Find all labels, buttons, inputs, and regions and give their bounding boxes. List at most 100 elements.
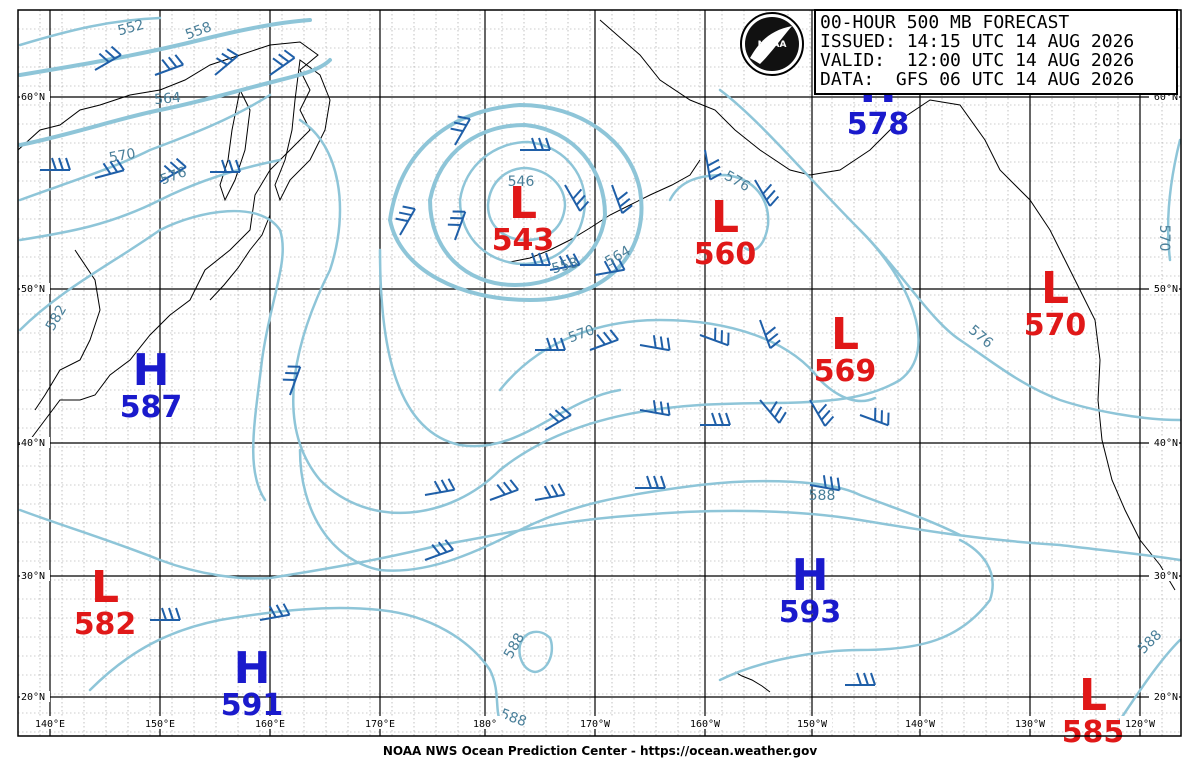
wind-barbs bbox=[40, 45, 890, 686]
wind-barb bbox=[40, 157, 71, 171]
wind-barb bbox=[809, 475, 841, 492]
contour-558 bbox=[18, 18, 312, 77]
map-frame bbox=[17, 9, 1182, 737]
center-letter: L bbox=[831, 309, 859, 360]
lat-label: 60°N bbox=[1154, 92, 1178, 103]
noaa-logo: NOAA bbox=[740, 12, 804, 76]
wind-barb bbox=[535, 337, 566, 351]
lat-label: 20°N bbox=[21, 692, 45, 703]
contour-576-west bbox=[18, 158, 282, 242]
wind-barb bbox=[534, 483, 566, 501]
center-letter: H bbox=[792, 550, 829, 601]
wind-barb bbox=[704, 149, 722, 181]
lat-label: 50°N bbox=[1154, 284, 1178, 295]
center-value: 560 bbox=[694, 237, 757, 272]
lat-label: 30°N bbox=[1154, 571, 1178, 582]
wind-barb bbox=[520, 137, 551, 151]
center-letter: H bbox=[133, 345, 170, 396]
center-letter: L bbox=[1079, 670, 1107, 721]
contour-558-ring bbox=[428, 122, 608, 288]
wind-barb bbox=[594, 258, 626, 276]
wind-barb bbox=[94, 159, 125, 179]
lat-label: 40°N bbox=[21, 438, 45, 449]
japan-islands bbox=[34, 249, 101, 411]
contour-588-mid bbox=[18, 508, 1182, 580]
lon-label: 160°E bbox=[255, 719, 285, 730]
lon-label: 150°W bbox=[797, 719, 828, 730]
contour-564-loop-east bbox=[668, 173, 770, 252]
lat-label: 50°N bbox=[21, 284, 45, 295]
center-letter: L bbox=[509, 178, 537, 229]
center-value: 585 bbox=[1062, 715, 1125, 750]
contour-label: 552 bbox=[116, 17, 146, 39]
lat-label: 60°N bbox=[21, 92, 45, 103]
wind-barb bbox=[859, 407, 890, 427]
wind-barb bbox=[159, 157, 187, 183]
contour-552 bbox=[18, 16, 162, 47]
contour-label: 570 bbox=[1156, 225, 1172, 252]
sakhalin-island bbox=[219, 88, 251, 202]
lon-label: 130°W bbox=[1015, 719, 1046, 730]
wind-barb bbox=[450, 115, 471, 146]
wind-barb bbox=[544, 405, 572, 431]
wind-barb bbox=[424, 478, 456, 496]
wind-barb bbox=[259, 603, 291, 621]
longitude-labels: 140°E 150°E 160°E 170°E 180° 170°W 160°W 150°W 1… bbox=[30, 716, 1160, 730]
aleutian-islands bbox=[509, 159, 701, 263]
contour-label: 558 bbox=[550, 255, 580, 277]
header-line-3: VALID: 12:00 UTC 14 AUG 2026 bbox=[820, 50, 1134, 71]
contour-label: 546 bbox=[508, 174, 535, 190]
wind-barb bbox=[269, 49, 296, 76]
lon-label: 140°E bbox=[35, 719, 65, 730]
contour-label: 570 bbox=[108, 146, 137, 166]
lon-label: 150°E bbox=[145, 719, 175, 730]
wind-barb bbox=[611, 184, 633, 214]
wind-barb bbox=[699, 327, 730, 347]
contour-546-ring bbox=[486, 166, 567, 242]
contour-588-hawaii bbox=[718, 538, 994, 682]
header-line-2: ISSUED: 14:15 UTC 14 AUG 2026 bbox=[820, 31, 1134, 52]
lat-lon-grid bbox=[18, 10, 1181, 736]
wind-barb bbox=[395, 205, 416, 236]
contour-552-ring bbox=[458, 140, 587, 266]
contour-582-mid bbox=[298, 448, 962, 572]
contour-564 bbox=[18, 58, 332, 147]
wind-barb bbox=[845, 672, 876, 686]
lat-label: 20°N bbox=[1154, 692, 1178, 703]
wind-barb bbox=[759, 319, 781, 349]
land-outlines bbox=[17, 19, 1176, 693]
wind-barb bbox=[754, 179, 780, 207]
latitude-labels: 60°N 60°N 50°N 50°N 40°N 40°N 30°N 30°N 20°N 20°N bbox=[20, 91, 1179, 703]
header-line-1: 00-HOUR 500 MB FORECAST bbox=[820, 12, 1069, 33]
wind-barb bbox=[809, 399, 835, 427]
center-letter: L bbox=[1041, 263, 1069, 314]
wind-barb bbox=[489, 479, 519, 501]
lon-label: 120°W bbox=[1125, 719, 1156, 730]
contour-576-east bbox=[858, 228, 1182, 422]
contour-label: 588 bbox=[809, 488, 836, 504]
contour-570-far-east bbox=[1166, 138, 1182, 262]
lon-label: 160°W bbox=[690, 719, 721, 730]
center-value: 582 bbox=[74, 607, 137, 642]
center-value: 587 bbox=[120, 390, 183, 425]
wind-barb bbox=[564, 184, 590, 212]
asia-coastline bbox=[17, 41, 319, 446]
lat-label: 30°N bbox=[21, 571, 45, 582]
header-line-4: DATA: GFS 06 UTC 14 AUG 2026 bbox=[820, 69, 1134, 90]
center-value: 543 bbox=[492, 223, 555, 258]
contour-570-west bbox=[18, 93, 272, 202]
center-value: 578 bbox=[847, 107, 910, 142]
wind-barb bbox=[520, 252, 551, 266]
center-value: 570 bbox=[1024, 308, 1087, 343]
center-value: 569 bbox=[814, 354, 877, 389]
wind-barb bbox=[549, 253, 581, 271]
noaa-logo-text: NOAA bbox=[758, 40, 787, 50]
lon-label: 170°W bbox=[580, 719, 611, 730]
